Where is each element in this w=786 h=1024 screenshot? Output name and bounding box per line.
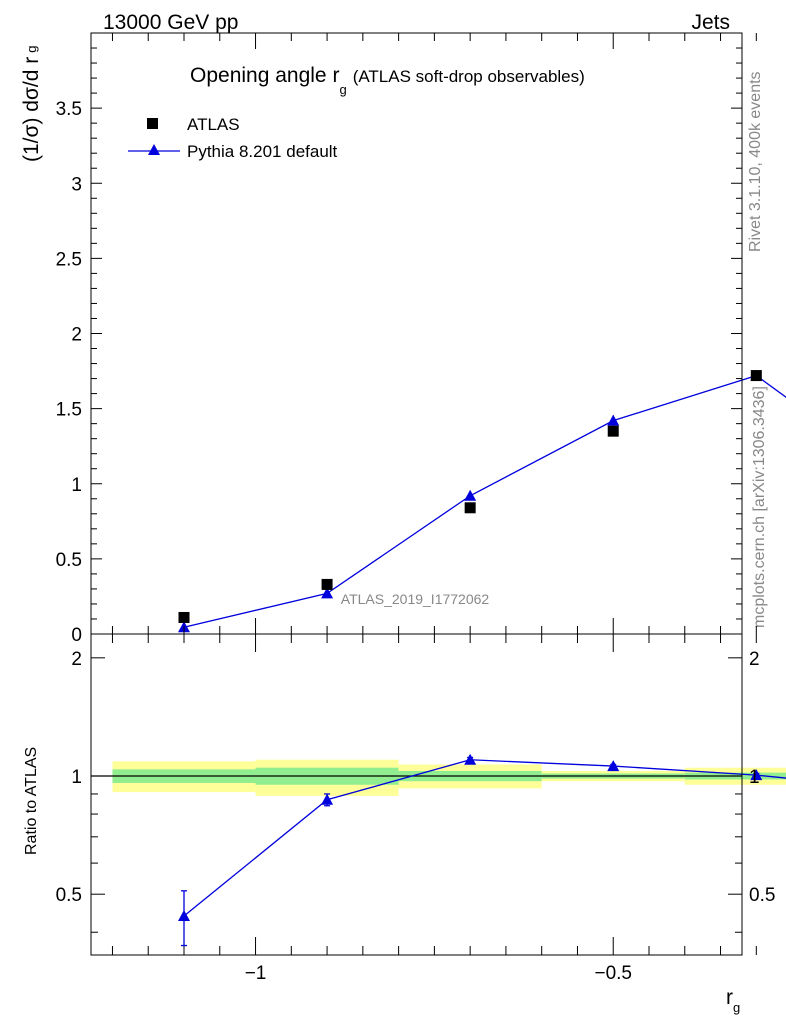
plot-title: Opening angle rg (ATLAS soft-drop observa… xyxy=(190,64,585,97)
legend-pythia-label: Pythia 8.201 default xyxy=(187,142,338,161)
main-y-tick-label: 1.5 xyxy=(56,400,82,421)
energy-label: 13000 GeV pp xyxy=(103,11,238,34)
main-y-tick-label: 3 xyxy=(71,174,82,195)
legend-atlas-marker xyxy=(147,118,158,129)
process-label: Jets xyxy=(691,11,730,34)
ratio-pythia-point xyxy=(607,760,620,772)
x-tick-label: −0.5 xyxy=(594,963,632,984)
plot-title-main: Opening angle r xyxy=(190,64,339,87)
atlas-point xyxy=(321,578,333,590)
legend-pythia-marker xyxy=(148,144,160,155)
x-axis-label: rg xyxy=(726,986,740,1015)
x-axis-label-sub: g xyxy=(733,1000,740,1015)
ratio-y-tick-label-right: 1 xyxy=(749,767,760,788)
atlas-point xyxy=(178,611,190,623)
ratio-frame xyxy=(90,633,743,956)
main-y-tick-label: 0 xyxy=(71,625,82,646)
main-y-tick-label: 2 xyxy=(71,325,82,346)
ratio-y-tick-label: 0.5 xyxy=(56,885,82,906)
rivet-label: Rivet 3.1.10, 400k events xyxy=(747,71,764,252)
ratio-pythia-point xyxy=(750,769,763,781)
ratio-pythia-point xyxy=(464,753,477,765)
ratio-series-layer xyxy=(178,753,786,947)
pythia-line xyxy=(183,374,786,628)
main-y-label-sub: g xyxy=(24,45,39,52)
main-axes: 0 0.5 1 1.5 2 2.5 3 3.5 xyxy=(56,32,757,646)
source-label: mcplots.cern.ch [arXiv:1306.3436] xyxy=(751,386,768,628)
main-y-label-main: (1/σ) dσ/d r xyxy=(20,57,43,162)
ratio-pythia-point xyxy=(178,909,190,921)
pythia-point xyxy=(464,489,477,501)
ratio-y-label: Ratio to ATLAS xyxy=(23,747,40,855)
main-y-tick-label: 2.5 xyxy=(56,249,82,270)
legend-atlas-label: ATLAS xyxy=(187,115,240,134)
ratio-y-tick-label-right: 2 xyxy=(749,649,760,670)
plot-title-sub: g xyxy=(339,82,346,97)
main-series-layer xyxy=(178,369,786,633)
legend: ATLAS Pythia 8.201 default xyxy=(128,115,338,161)
ratio-y-tick-label: 1 xyxy=(71,767,82,788)
atlas-point xyxy=(607,425,619,437)
atlas-point xyxy=(464,502,476,514)
main-y-tick-label: 1 xyxy=(71,475,82,496)
atlas-point xyxy=(750,370,762,382)
ratio-pythia-point xyxy=(321,793,334,805)
main-y-tick-label: 3.5 xyxy=(56,99,82,120)
ratio-pythia-line xyxy=(183,759,786,917)
analysis-watermark: ATLAS_2019_I1772062 xyxy=(341,591,490,607)
x-tick-label: −1 xyxy=(245,963,267,984)
pythia-point xyxy=(607,414,620,426)
plot-title-suffix: (ATLAS soft-drop observables) xyxy=(353,67,585,86)
x-axis-label-main: r xyxy=(726,986,733,1009)
main-y-label: (1/σ) dσ/d r g xyxy=(20,45,43,162)
pythia-point xyxy=(321,587,334,599)
ratio-y-tick-label-right: 0.5 xyxy=(749,885,775,906)
main-y-tick-label: 0.5 xyxy=(56,550,82,571)
ratio-y-tick-label: 2 xyxy=(71,649,82,670)
ratio-axes: 0.5 0.5 1 1 2 2 −1 −0.5 xyxy=(56,634,775,984)
